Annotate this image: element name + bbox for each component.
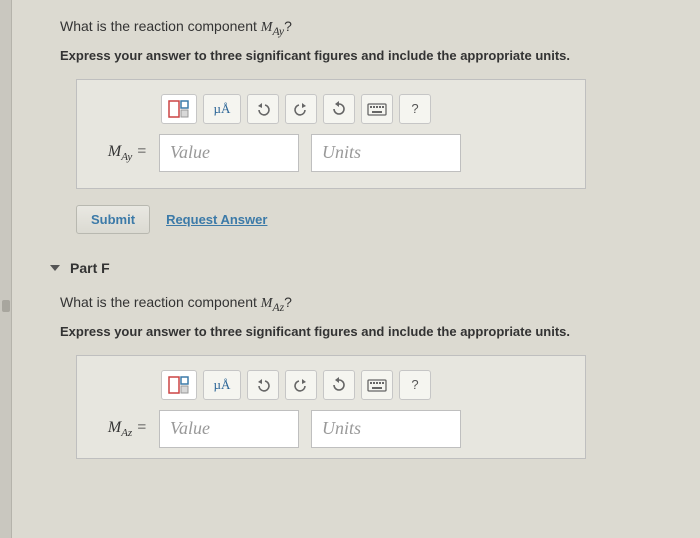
keyboard-button[interactable] xyxy=(361,94,393,124)
reset-button[interactable] xyxy=(323,370,355,400)
part-e-section: What is the reaction component MAy? Expr… xyxy=(60,18,670,234)
template-icon[interactable] xyxy=(161,370,197,400)
units-input[interactable]: Units xyxy=(311,134,461,172)
special-chars-button[interactable]: µÅ xyxy=(203,370,241,400)
question-text: What is the reaction component MAz? xyxy=(60,294,670,314)
part-label: Part F xyxy=(70,260,110,276)
instruction-text: Express your answer to three significant… xyxy=(60,324,670,339)
template-icon[interactable] xyxy=(161,94,197,124)
units-input[interactable]: Units xyxy=(311,410,461,448)
undo-button[interactable] xyxy=(247,94,279,124)
help-button[interactable]: ? xyxy=(399,370,431,400)
answer-box: µÅ ? MAy = Value xyxy=(76,79,586,189)
instruction-text: Express your answer to three significant… xyxy=(60,48,670,63)
question-text: What is the reaction component MAy? xyxy=(60,18,670,38)
variable-label: MAy = xyxy=(93,143,147,163)
keyboard-button[interactable] xyxy=(361,370,393,400)
variable-label: MAz = xyxy=(93,419,147,439)
scroll-indicator[interactable] xyxy=(2,300,10,312)
answer-box: µÅ ? MAz = Value xyxy=(76,355,586,459)
special-chars-button[interactable]: µÅ xyxy=(203,94,241,124)
toolbar: µÅ ? xyxy=(161,94,569,124)
value-input[interactable]: Value xyxy=(159,134,299,172)
redo-button[interactable] xyxy=(285,94,317,124)
left-gutter xyxy=(0,0,12,538)
redo-button[interactable] xyxy=(285,370,317,400)
toolbar: µÅ ? xyxy=(161,370,569,400)
request-answer-link[interactable]: Request Answer xyxy=(166,212,267,227)
collapse-caret-icon xyxy=(50,265,60,271)
undo-button[interactable] xyxy=(247,370,279,400)
part-f-header[interactable]: Part F xyxy=(50,260,670,276)
value-input[interactable]: Value xyxy=(159,410,299,448)
part-f-section: What is the reaction component MAz? Expr… xyxy=(60,294,670,459)
reset-button[interactable] xyxy=(323,94,355,124)
help-button[interactable]: ? xyxy=(399,94,431,124)
submit-button[interactable]: Submit xyxy=(76,205,150,234)
